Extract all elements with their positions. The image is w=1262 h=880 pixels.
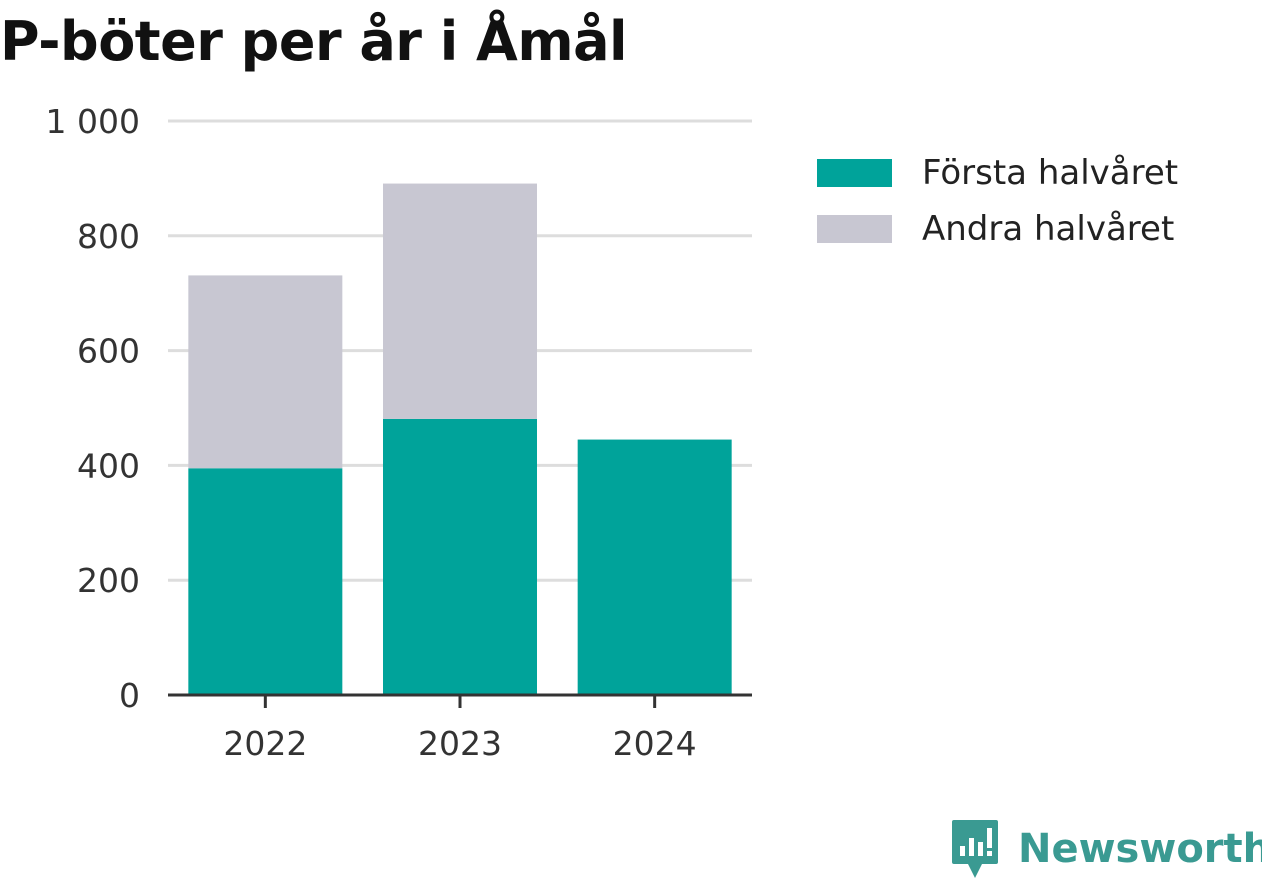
newsworthy-logo-icon — [952, 820, 998, 878]
bar-first-half — [383, 418, 537, 695]
bar-first-half — [577, 439, 732, 695]
legend-swatch-first-half — [817, 159, 892, 187]
x-tick-label: 2022 — [223, 724, 307, 763]
legend-item-second-half: Andra halvåret — [817, 201, 1178, 257]
bar-second-half — [188, 275, 343, 469]
x-tick-label: 2023 — [418, 724, 502, 763]
chart-title: P-böter per år i Åmål — [0, 10, 628, 73]
legend-label-second-half: Andra halvåret — [922, 209, 1175, 249]
bars — [188, 183, 732, 695]
y-tick-label: 800 — [77, 217, 140, 256]
y-tick-label: 1 000 — [46, 102, 140, 141]
y-tick-label: 0 — [119, 676, 140, 715]
bar-chart: 0 200 400 600 800 1 000 2022 2023 2024 — [46, 102, 752, 763]
y-tick-label: 600 — [77, 332, 140, 371]
y-tick-label: 200 — [77, 561, 140, 600]
x-tick-label: 2024 — [613, 724, 697, 763]
bar-first-half — [188, 468, 343, 695]
legend-item-first-half: Första halvåret — [817, 145, 1178, 201]
brand-name: Newsworthy — [1018, 826, 1262, 872]
legend-label-first-half: Första halvåret — [922, 153, 1179, 193]
legend-swatch-second-half — [817, 215, 892, 243]
legend: Första halvåret Andra halvåret — [817, 145, 1178, 257]
bar-second-half — [383, 183, 537, 419]
y-tick-label: 400 — [77, 446, 140, 485]
axes: 0 200 400 600 800 1 000 2022 2023 2024 — [46, 102, 752, 763]
brand: Newsworthy — [950, 818, 1262, 880]
